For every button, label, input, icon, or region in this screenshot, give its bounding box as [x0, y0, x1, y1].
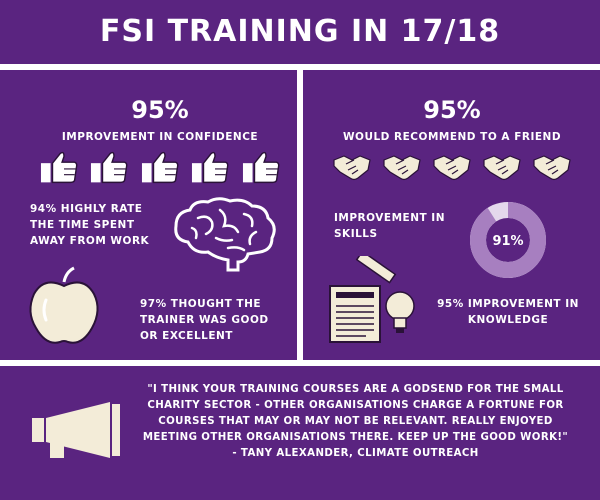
skills-donut-chart: 91%	[470, 202, 546, 278]
pencil-icon	[355, 256, 397, 284]
quote-author: - Tany Alexander, Climate Outreach	[232, 448, 479, 459]
skills-label: IMPROVEMENT IN SKILLS	[334, 212, 446, 240]
apple-icon	[29, 266, 99, 344]
brain-icon	[174, 197, 276, 272]
handshake-icon	[333, 155, 371, 181]
handshake-icon	[433, 155, 471, 181]
confidence-label: IMPROVEMENT IN CONFIDENCE	[61, 131, 259, 143]
newspaper-pencil-bulb-icon	[329, 256, 415, 343]
handshake-icon	[483, 155, 521, 181]
thumbs-up-icon	[141, 151, 179, 184]
rate-time-text: 94% HIGHLY RATE THE TIME SPENT AWAY FROM…	[30, 203, 150, 247]
page-title: FSI TRAINING IN 17/18	[99, 14, 501, 49]
thumbs-up-row	[40, 150, 280, 186]
thumbs-up-icon	[91, 151, 128, 184]
confidence-percent: 95%	[131, 96, 189, 124]
handshake-icon	[533, 155, 571, 181]
bottom-divider	[0, 360, 600, 366]
thumbs-up-icon	[242, 151, 280, 184]
newspaper-icon	[329, 285, 381, 343]
top-divider	[0, 64, 600, 70]
thumbs-up-icon	[192, 151, 229, 184]
testimonial-quote: "I think your training courses are a god…	[133, 382, 578, 462]
light-bulb-icon	[385, 291, 415, 333]
skills-value: 91%	[492, 234, 523, 249]
quote-text: "I think your training courses are a god…	[142, 384, 569, 443]
handshake-icon	[383, 155, 421, 181]
thumbs-up-icon	[40, 151, 78, 184]
knowledge-text: 95% IMPROVEMENT IN KNOWLEDGE	[437, 298, 579, 326]
handshake-row	[332, 150, 572, 186]
donut-value-arc	[470, 202, 546, 278]
trainer-text: 97% THOUGHT THE TRAINER WAS GOOD OR EXCE…	[140, 298, 269, 342]
recommend-percent: 95%	[423, 96, 481, 124]
megaphone-icon	[32, 402, 120, 458]
vertical-divider	[297, 70, 303, 362]
recommend-label: WOULD RECOMMEND TO A FRIEND	[342, 131, 562, 143]
